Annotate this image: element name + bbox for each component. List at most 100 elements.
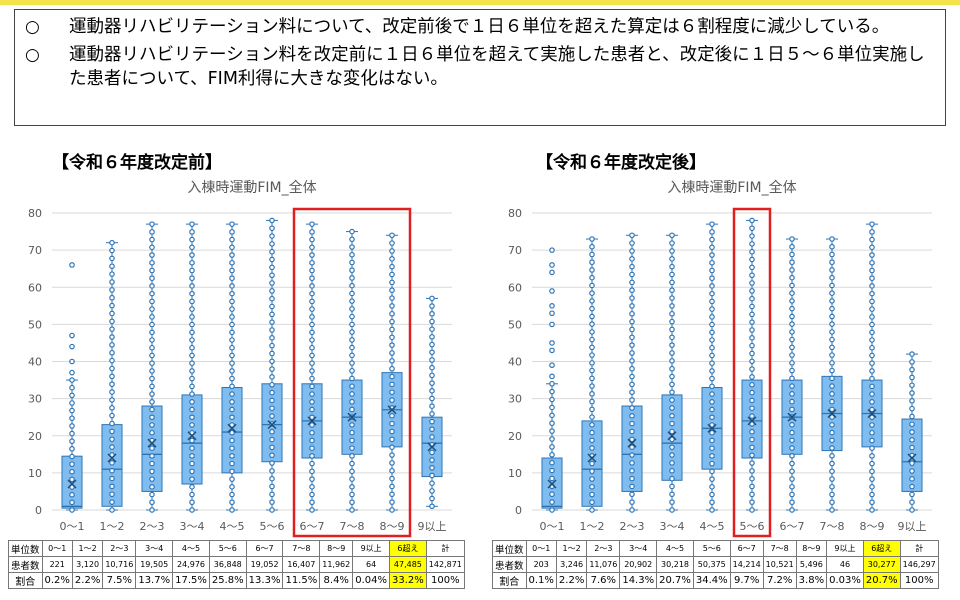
data-point <box>229 259 235 266</box>
data-point <box>869 422 875 428</box>
y-tick-label: 50 <box>28 318 42 331</box>
data-point <box>429 380 435 386</box>
data-point <box>269 335 275 341</box>
data-point <box>709 321 715 328</box>
data-point <box>189 290 195 297</box>
data-point <box>389 475 395 482</box>
data-point <box>869 375 875 382</box>
data-point <box>869 252 875 258</box>
table-cell: 50,375 <box>692 556 731 573</box>
mean-marker <box>427 442 437 452</box>
data-point <box>789 507 795 513</box>
data-point <box>869 244 875 251</box>
data-point <box>189 368 195 374</box>
data-point <box>709 290 715 297</box>
data-point <box>749 342 755 349</box>
table-cell: 10,521 <box>762 556 797 573</box>
data-point <box>69 400 75 406</box>
data-point <box>589 290 595 296</box>
data-point <box>229 267 235 274</box>
data-point <box>109 279 115 285</box>
data-point <box>669 373 675 380</box>
x-tick-label: 3～4 <box>180 520 205 533</box>
x-tick-label: 1～2 <box>100 520 125 533</box>
data-point <box>189 399 195 405</box>
table-row: 患者数 203 3,246 11,076 20,902 30,218 50,375 14,21… <box>492 556 939 573</box>
data-point <box>349 383 355 390</box>
data-point <box>309 360 315 367</box>
table-row: 単位数 0～1 1～2 2～3 3～4 4～5 5～6 6～7 7～8 8～9 9以上 6超え計 <box>492 540 939 557</box>
data-point <box>149 329 155 336</box>
data-point <box>429 464 435 471</box>
data-point <box>389 303 395 309</box>
data-point <box>349 468 355 475</box>
data-point <box>389 271 395 278</box>
data-point <box>709 383 715 390</box>
data-point <box>429 349 435 356</box>
data-point <box>229 344 235 351</box>
table-header-cell: 5～6 <box>692 540 731 557</box>
data-point <box>189 383 195 390</box>
data-point <box>309 491 315 498</box>
data-point <box>189 499 195 506</box>
y-tick-label: 10 <box>508 467 522 480</box>
data-point <box>189 507 195 513</box>
table-header-cell: 4～5 <box>656 540 694 557</box>
outlier-point <box>549 321 555 328</box>
data-point <box>349 406 355 413</box>
data-point <box>69 507 75 513</box>
data-point <box>229 453 235 459</box>
data-point <box>669 358 675 364</box>
data-point <box>309 337 315 343</box>
data-point <box>829 375 835 382</box>
data-point <box>189 337 195 343</box>
data-point <box>589 391 595 397</box>
data-point <box>789 406 795 413</box>
data-point <box>349 445 355 451</box>
data-point <box>229 252 235 258</box>
data-point <box>149 337 155 343</box>
table-header-cell: 4～5 <box>172 540 210 557</box>
stats-table-before: 単位数 0～1 1～2 2～3 3～4 4～5 5～6 6～7 7～8 8～9 9以上 6超え計患者数… <box>8 540 465 589</box>
data-point <box>629 334 635 341</box>
data-point <box>749 327 755 333</box>
data-point <box>309 290 315 297</box>
data-point <box>389 256 395 262</box>
data-point <box>69 461 75 467</box>
data-point <box>269 397 275 404</box>
mean-marker <box>347 412 357 422</box>
data-point <box>669 334 675 341</box>
data-point <box>189 460 195 467</box>
data-point <box>709 306 715 312</box>
data-point <box>389 248 395 254</box>
data-point <box>389 460 395 466</box>
data-point <box>709 391 715 397</box>
data-point <box>709 476 715 482</box>
data-point <box>229 429 235 436</box>
data-point <box>709 406 715 413</box>
data-point <box>229 491 235 498</box>
data-point <box>829 406 835 413</box>
data-point <box>309 414 315 421</box>
table-cell: 3,246 <box>555 556 588 573</box>
data-point <box>189 306 195 312</box>
data-point <box>349 267 355 274</box>
table-header-cell: 7～8 <box>762 540 797 557</box>
data-point <box>69 423 75 429</box>
data-point <box>269 460 275 466</box>
data-point <box>909 476 915 482</box>
data-point <box>189 491 195 498</box>
data-point <box>429 310 435 317</box>
chart-title: 入棟時運動FIM_全体 <box>187 179 316 196</box>
data-point <box>109 373 115 380</box>
table-cell: 100% <box>899 572 939 589</box>
outlier-point <box>549 247 555 253</box>
data-point <box>149 267 155 274</box>
data-point <box>269 389 275 396</box>
table-cell: 7.5% <box>102 572 137 589</box>
data-point <box>309 236 315 243</box>
data-point <box>269 256 275 263</box>
data-point <box>709 221 715 227</box>
data-point <box>189 391 195 397</box>
table-header-cell: 0～1 <box>41 540 73 557</box>
